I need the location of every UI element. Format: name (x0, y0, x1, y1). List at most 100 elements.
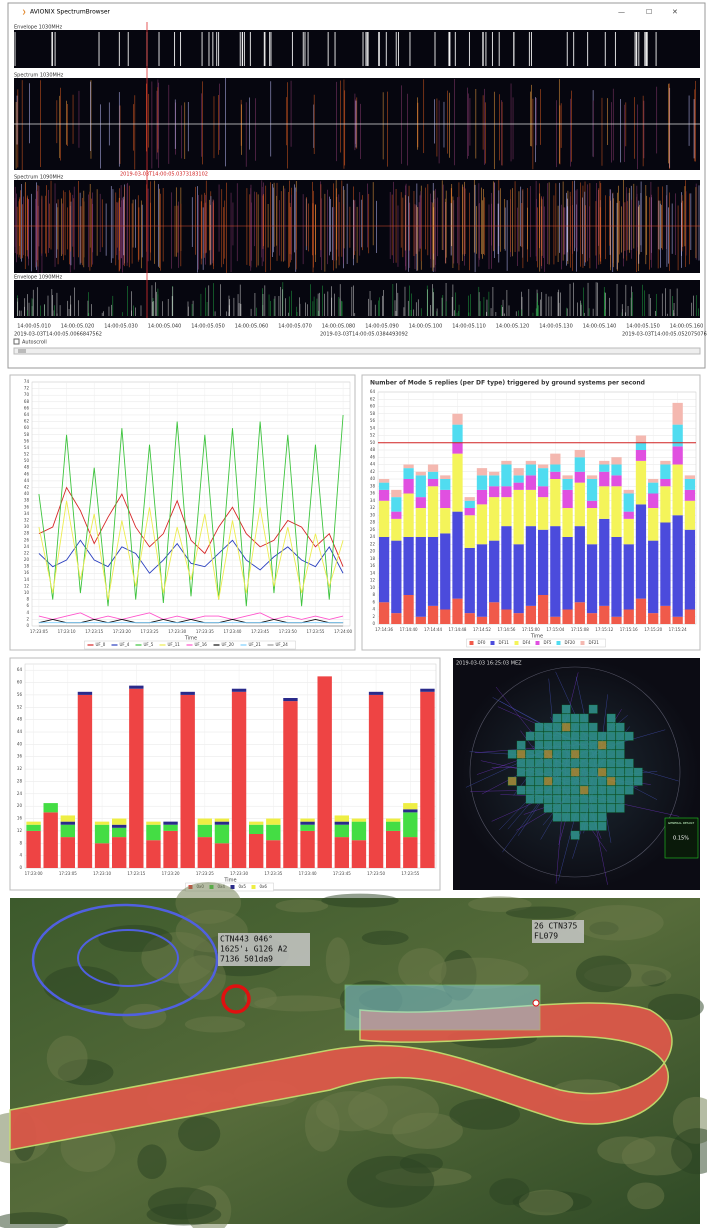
y-tick-label: 38 (370, 483, 376, 488)
y-tick-label: 64 (24, 412, 30, 417)
coverage-cell (615, 785, 625, 795)
bar-segment (146, 821, 161, 825)
bar-segment (26, 830, 41, 868)
bar-segment (129, 688, 144, 868)
bar-segment (684, 609, 696, 624)
scrollbar[interactable] (13, 347, 701, 355)
bar-segment (599, 471, 610, 487)
bar-segment (391, 511, 402, 519)
bar-segment (525, 475, 537, 490)
aircraft-marker (532, 999, 540, 1007)
bar-segment (464, 500, 475, 508)
panel-plot (14, 280, 700, 318)
bar-segment (391, 613, 402, 624)
bar-segment (562, 609, 573, 624)
bar-segment (537, 464, 549, 469)
y-tick-label: 24 (17, 791, 23, 796)
bar-segment (391, 518, 402, 541)
chart-frame (9, 374, 356, 651)
time-tick-label: 14:00:05.140 (583, 324, 617, 330)
bar-segment (599, 518, 610, 606)
window-title: AVIONIX SpectrumBrowser (30, 9, 111, 16)
minimize-button[interactable]: — (618, 8, 625, 16)
x-axis-label: Time (223, 878, 236, 884)
bar-segment (378, 489, 390, 501)
aircraft-label-line: 26 CTN375 (534, 922, 578, 931)
y-tick-label: 44 (24, 478, 30, 483)
y-tick-label: 20 (370, 549, 376, 554)
coverage-cell (552, 758, 562, 768)
y-tick-label: 58 (370, 411, 376, 416)
bar-segment (94, 824, 110, 844)
aircraft-label-box (532, 920, 584, 943)
bar-segment (420, 688, 435, 692)
bar-segment (378, 602, 390, 624)
y-tick-label: 28 (370, 520, 376, 525)
coverage-cell (615, 767, 625, 777)
terrain-patch (178, 1116, 221, 1152)
bar-segment (464, 497, 475, 501)
coverage-cell (588, 794, 598, 804)
bar-segment (635, 435, 647, 443)
flight-ribbon (9, 1002, 673, 1151)
bar-segment (427, 464, 439, 472)
maximize-button[interactable]: ☐ (646, 8, 652, 16)
coverage-cell (561, 731, 571, 741)
autoscroll-checkbox[interactable] (13, 338, 20, 345)
coverage-cell (579, 713, 589, 723)
terrain-patch (43, 966, 120, 1006)
coverage-cell (552, 776, 562, 786)
y-tick-label: 6 (26, 603, 29, 608)
coverage-cell (507, 776, 517, 786)
bar-segment (317, 676, 332, 868)
bar-segment (266, 818, 281, 825)
bar-segment (378, 537, 390, 603)
coverage-cell (624, 785, 634, 795)
coverage-cell (561, 749, 571, 759)
scroll-thumb[interactable] (18, 349, 26, 353)
bar-segment (672, 424, 683, 447)
coverage-cell (615, 740, 625, 750)
legend-label: UF_24 (276, 642, 289, 647)
bar-segment (501, 497, 512, 527)
bar-segment (283, 698, 298, 702)
coverage-cell (525, 776, 535, 786)
bar-segment (60, 824, 76, 838)
bar-segment (368, 694, 384, 868)
bar-segment (611, 464, 622, 476)
x-axis-label: Time (184, 636, 197, 642)
bar-segment (623, 544, 634, 610)
terrain-patch (254, 995, 347, 1012)
coverage-cell (534, 740, 544, 750)
y-tick-label: 46 (370, 454, 376, 459)
x-tick-label: 17:15:08 (571, 627, 589, 632)
x-tick-label: 17:14:44 (424, 627, 442, 632)
aircraft-label-line: CTN443 046° (220, 935, 273, 944)
chart-title: Number of Mode S replies (per DF type) t… (370, 380, 645, 387)
bar-segment (452, 442, 463, 454)
x-tick-label: 17:14:48 (449, 627, 467, 632)
close-button[interactable]: ✕ (672, 8, 678, 16)
coverage-cell (597, 821, 607, 831)
bar-segment (501, 526, 512, 610)
app-icon: ❯ (22, 10, 26, 16)
legend-swatch (556, 641, 561, 645)
terrain-patch (304, 1100, 340, 1152)
range-ring (469, 666, 681, 878)
coverage-cell (579, 812, 589, 822)
bar-segment (180, 691, 195, 695)
bar-segment (440, 508, 451, 534)
coverage-cell (606, 794, 616, 804)
x-tick-label: 17:23:30 (230, 871, 248, 876)
bar-segment (489, 602, 500, 624)
x-tick-label: 17:15:00 (522, 627, 540, 632)
bar-segment (403, 803, 418, 810)
terrain-patch (0, 1212, 69, 1228)
terrain-patch (361, 930, 409, 945)
coverage-cell (606, 722, 616, 732)
y-tick-label: 6 (372, 599, 375, 604)
bar-segment (476, 489, 488, 505)
bar-segment (476, 616, 488, 624)
bar-segment (415, 497, 426, 508)
